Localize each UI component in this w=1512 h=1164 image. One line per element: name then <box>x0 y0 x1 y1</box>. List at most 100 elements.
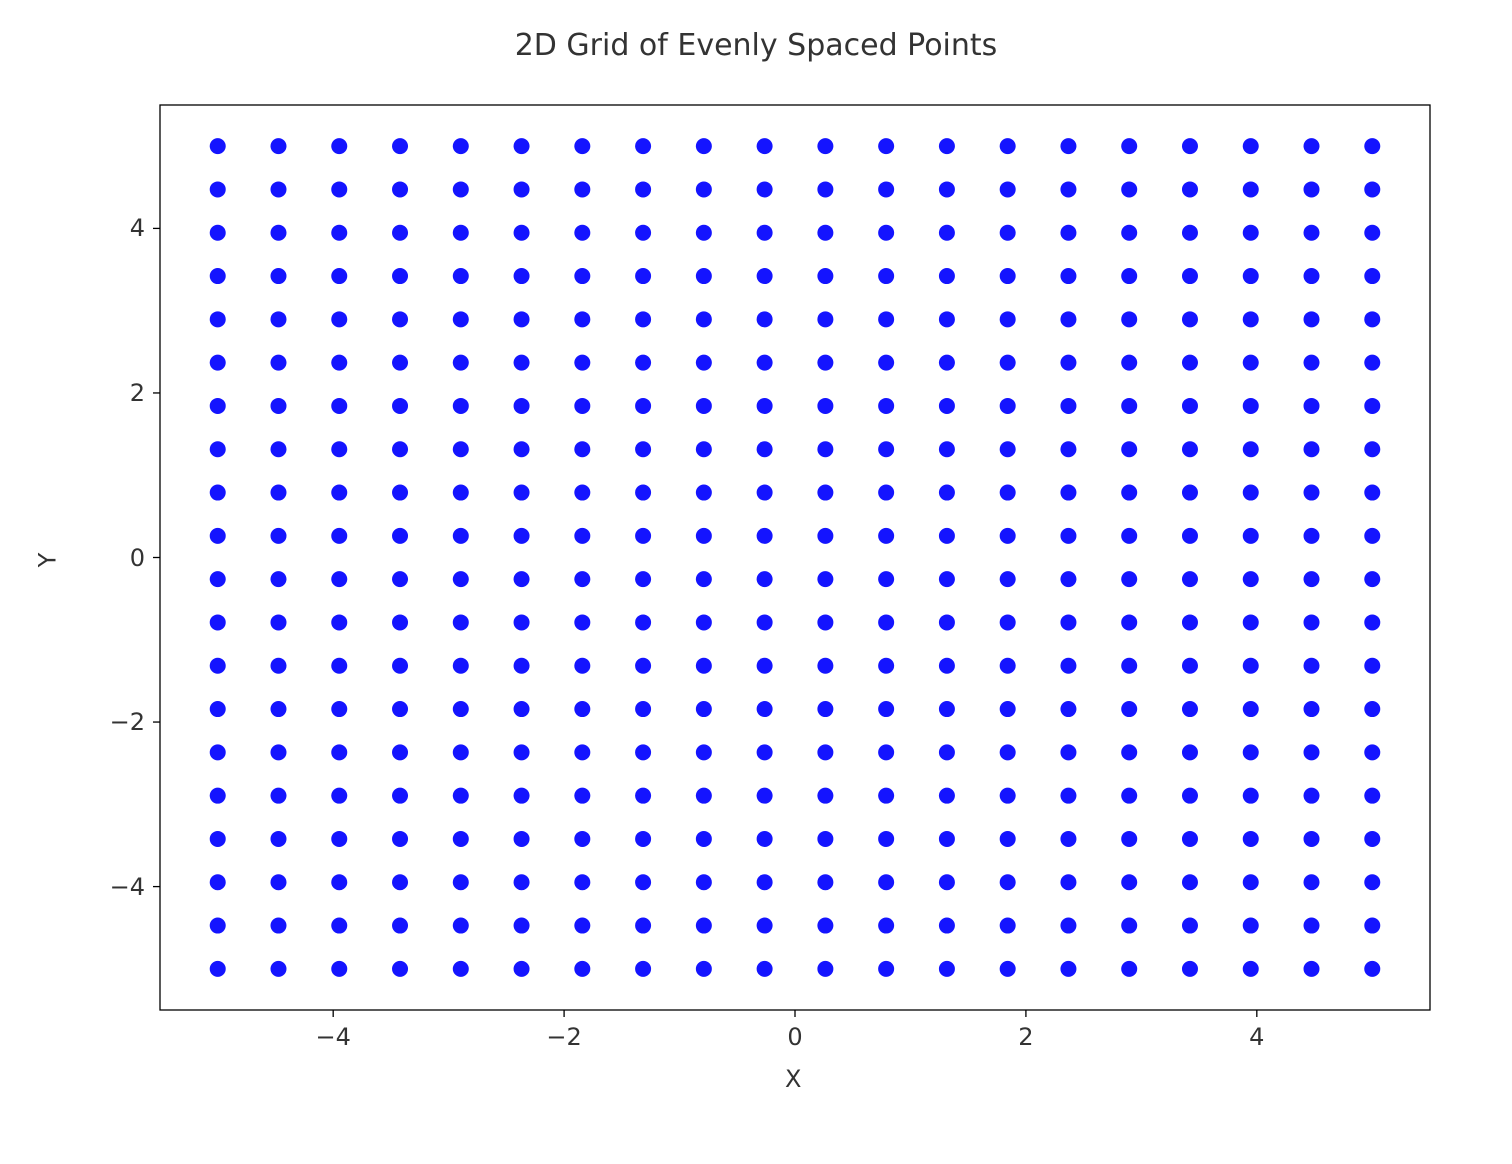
scatter-point <box>453 918 469 934</box>
scatter-point <box>1000 138 1016 154</box>
scatter-point <box>1243 918 1259 934</box>
scatter-point <box>1121 788 1137 804</box>
scatter-point <box>514 528 530 544</box>
scatter-point <box>696 571 712 587</box>
scatter-point <box>635 701 651 717</box>
scatter-point <box>696 485 712 501</box>
scatter-point <box>1121 831 1137 847</box>
scatter-point <box>514 831 530 847</box>
scatter-point <box>878 831 894 847</box>
scatter-point <box>1243 658 1259 674</box>
scatter-point <box>878 225 894 241</box>
scatter-point <box>331 788 347 804</box>
scatter-point <box>817 485 833 501</box>
scatter-point <box>635 355 651 371</box>
scatter-point <box>331 311 347 327</box>
scatter-point <box>392 225 408 241</box>
scatter-point <box>270 181 286 197</box>
scatter-point <box>1060 701 1076 717</box>
scatter-point <box>574 874 590 890</box>
scatter-point <box>1000 181 1016 197</box>
scatter-point <box>1000 831 1016 847</box>
axes-frame <box>160 105 1430 1010</box>
scatter-point <box>331 528 347 544</box>
scatter-point <box>453 744 469 760</box>
scatter-point <box>817 181 833 197</box>
scatter-point <box>696 744 712 760</box>
scatter-point <box>1182 225 1198 241</box>
scatter-point <box>757 225 773 241</box>
scatter-point <box>210 874 226 890</box>
scatter-point <box>1304 311 1320 327</box>
scatter-point <box>331 355 347 371</box>
scatter-point <box>1364 398 1380 414</box>
scatter-point <box>453 441 469 457</box>
scatter-point <box>574 788 590 804</box>
scatter-point <box>453 485 469 501</box>
x-tick-label: 0 <box>787 1023 802 1051</box>
scatter-point <box>1000 918 1016 934</box>
scatter-point <box>210 658 226 674</box>
scatter-point <box>939 874 955 890</box>
scatter-point <box>574 441 590 457</box>
scatter-point <box>1000 398 1016 414</box>
scatter-point <box>1182 701 1198 717</box>
scatter-point <box>270 268 286 284</box>
scatter-point <box>453 658 469 674</box>
scatter-point <box>392 831 408 847</box>
scatter-point <box>210 788 226 804</box>
figure: 2D Grid of Evenly Spaced Points Y X −4−2… <box>0 0 1512 1164</box>
scatter-point <box>1121 571 1137 587</box>
scatter-point <box>210 701 226 717</box>
scatter-point <box>392 311 408 327</box>
scatter-point <box>696 528 712 544</box>
scatter-point <box>1243 138 1259 154</box>
scatter-point <box>574 831 590 847</box>
scatter-point <box>1182 831 1198 847</box>
scatter-point <box>1304 485 1320 501</box>
scatter-point <box>696 138 712 154</box>
scatter-point <box>392 528 408 544</box>
scatter-point <box>270 441 286 457</box>
scatter-point <box>635 744 651 760</box>
scatter-point <box>331 398 347 414</box>
scatter-point <box>635 485 651 501</box>
scatter-point <box>1060 138 1076 154</box>
scatter-point <box>635 788 651 804</box>
scatter-point <box>210 961 226 977</box>
scatter-point <box>1243 614 1259 630</box>
scatter-point <box>514 961 530 977</box>
scatter-point <box>210 181 226 197</box>
scatter-point <box>635 658 651 674</box>
scatter-point <box>635 181 651 197</box>
scatter-point <box>1243 701 1259 717</box>
scatter-point <box>210 268 226 284</box>
scatter-point <box>878 441 894 457</box>
scatter-point <box>270 355 286 371</box>
scatter-point <box>1000 485 1016 501</box>
scatter-point <box>270 658 286 674</box>
scatter-point <box>1304 874 1320 890</box>
scatter-point <box>1121 744 1137 760</box>
scatter-point <box>1060 528 1076 544</box>
scatter-point <box>1060 398 1076 414</box>
scatter-point <box>331 831 347 847</box>
scatter-point <box>1182 788 1198 804</box>
scatter-point <box>817 658 833 674</box>
scatter-point <box>1364 485 1380 501</box>
scatter-point <box>1182 138 1198 154</box>
scatter-point <box>1000 961 1016 977</box>
scatter-point <box>331 571 347 587</box>
scatter-point <box>635 398 651 414</box>
scatter-point <box>1000 355 1016 371</box>
scatter-point <box>392 658 408 674</box>
scatter-point <box>574 528 590 544</box>
scatter-point <box>696 831 712 847</box>
scatter-point <box>392 398 408 414</box>
scatter-point <box>453 788 469 804</box>
scatter-point <box>757 658 773 674</box>
scatter-point <box>696 788 712 804</box>
scatter-point <box>817 874 833 890</box>
scatter-point <box>1121 918 1137 934</box>
scatter-point <box>757 268 773 284</box>
